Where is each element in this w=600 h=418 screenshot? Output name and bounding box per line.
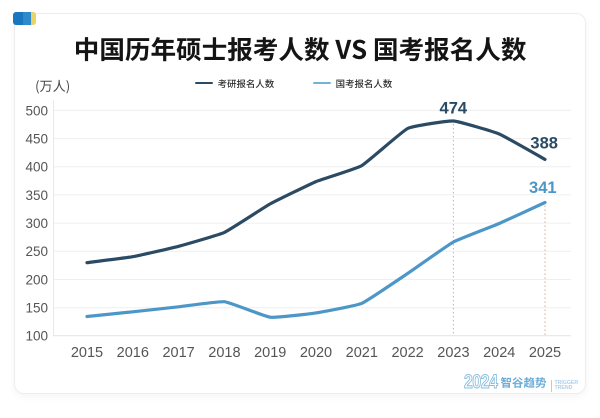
svg-text:350: 350 (25, 188, 48, 203)
svg-text:500: 500 (25, 103, 48, 118)
svg-text:2022: 2022 (391, 345, 423, 361)
svg-text:150: 150 (25, 301, 48, 316)
svg-text:2015: 2015 (71, 345, 103, 361)
svg-text:2021: 2021 (346, 345, 378, 361)
svg-text:2020: 2020 (300, 345, 332, 361)
svg-text:100: 100 (25, 329, 48, 344)
svg-text:2016: 2016 (117, 345, 149, 361)
svg-text:200: 200 (25, 272, 48, 287)
svg-text:2017: 2017 (162, 345, 194, 361)
svg-text:250: 250 (25, 244, 48, 259)
svg-text:2019: 2019 (254, 345, 286, 361)
svg-text:2024: 2024 (483, 345, 515, 361)
svg-text:2025: 2025 (529, 345, 561, 361)
svg-text:2023: 2023 (437, 345, 469, 361)
svg-text:300: 300 (25, 216, 48, 231)
svg-text:450: 450 (25, 132, 48, 147)
svg-text:2018: 2018 (208, 345, 240, 361)
svg-text:341: 341 (529, 179, 557, 197)
svg-text:388: 388 (530, 135, 558, 153)
svg-text:474: 474 (440, 100, 468, 118)
svg-text:400: 400 (25, 160, 48, 175)
